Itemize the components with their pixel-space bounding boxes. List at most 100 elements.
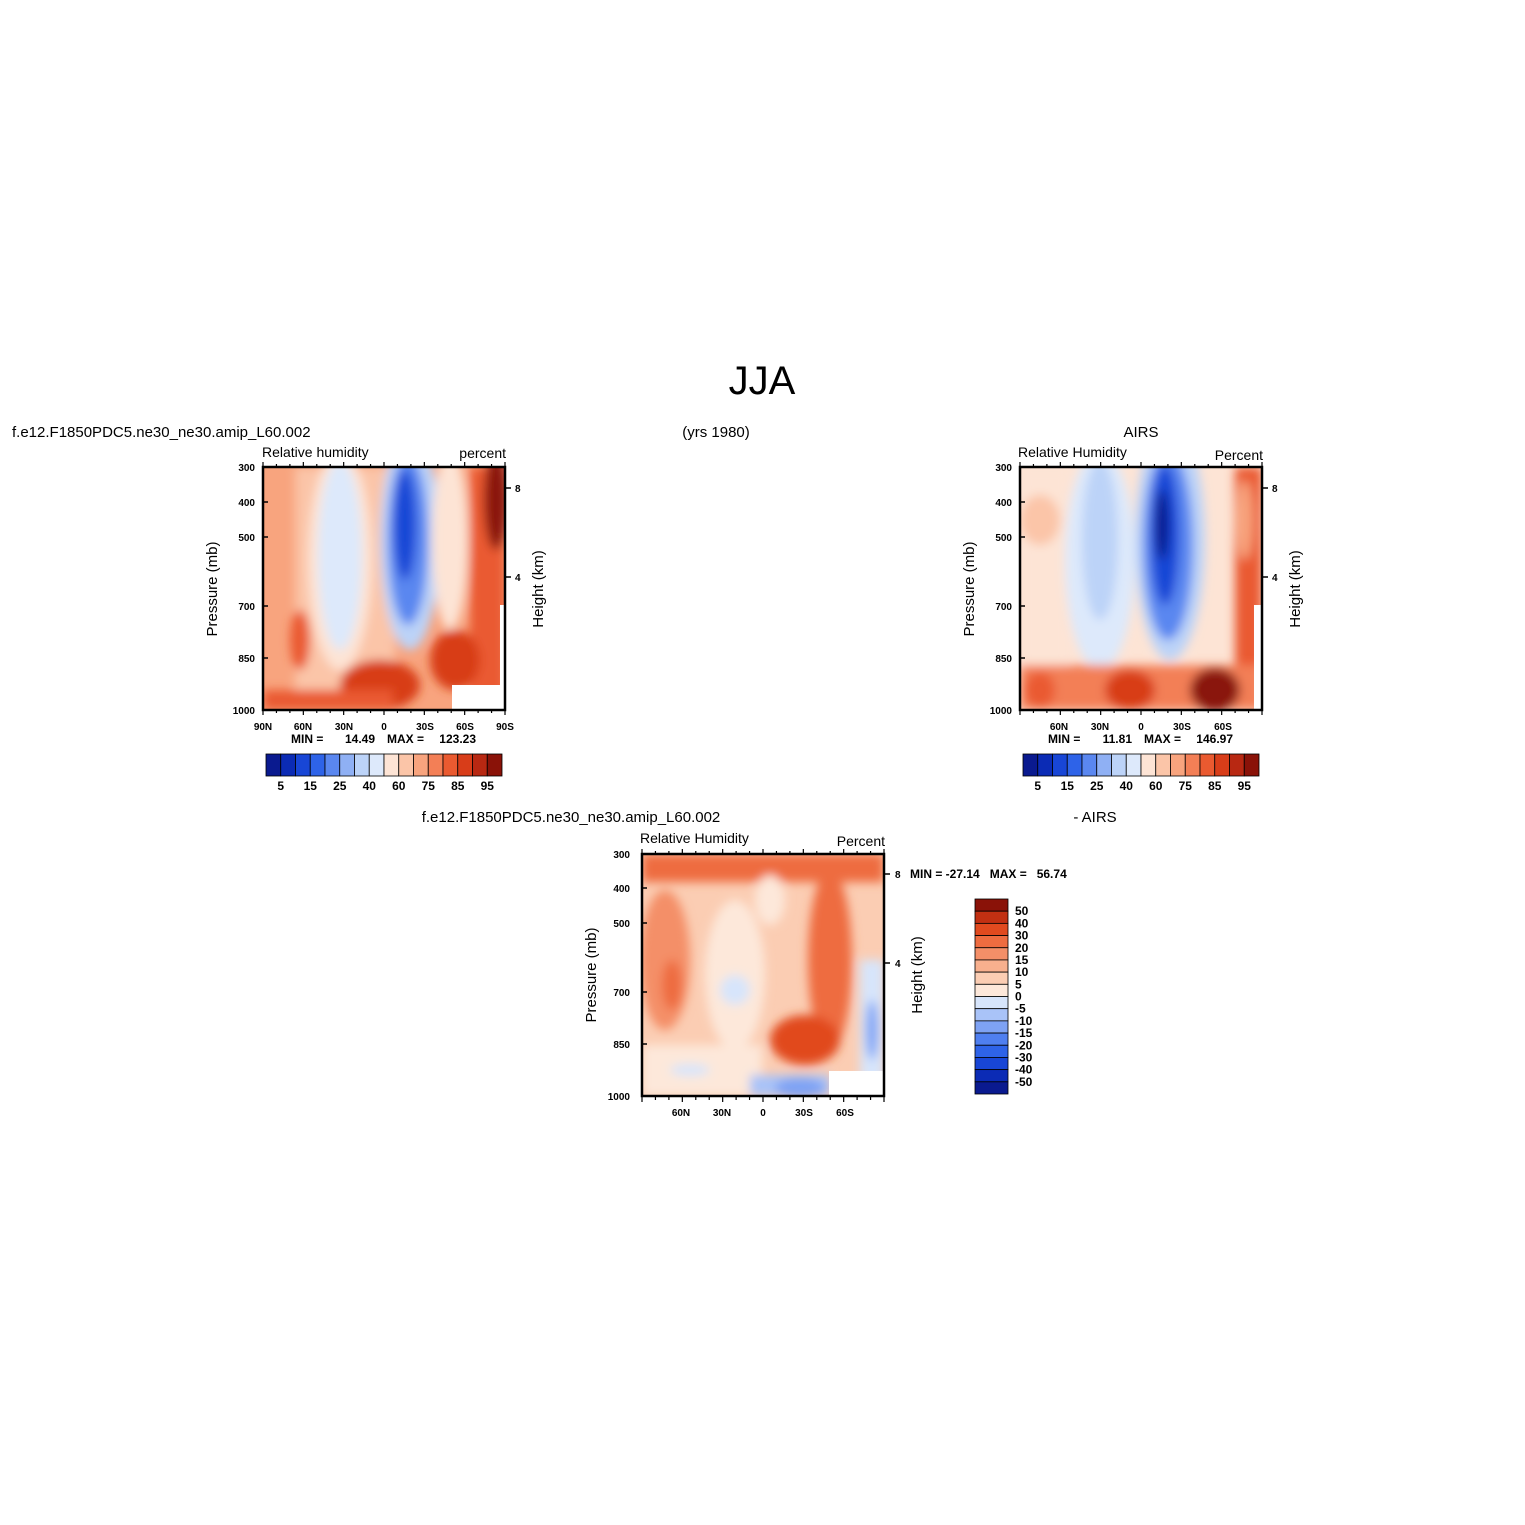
colorbar-swatch xyxy=(1155,753,1171,777)
panel-b-xtick: 0 xyxy=(1138,722,1144,733)
panel-a-ytick: 1000 xyxy=(233,706,256,717)
colorbar-swatch xyxy=(354,753,370,777)
panel-b-xtick: 30S xyxy=(1173,722,1191,733)
colorbar-label: 75 xyxy=(1179,779,1193,793)
panel-a-ytick: 300 xyxy=(238,463,255,474)
colorbar-swatch xyxy=(383,753,400,777)
panel-b-xtick: 60S xyxy=(1214,722,1232,733)
panel-b-title: Relative Humidity xyxy=(1018,444,1127,460)
colorbar-swatch xyxy=(1214,753,1230,777)
panel-a-right-tick: 8 xyxy=(515,484,521,495)
colorbar-swatch xyxy=(427,753,444,777)
panel-a-xtick: 60N xyxy=(294,722,312,733)
figure-title: JJA xyxy=(729,359,796,403)
colorbar-label: 5 xyxy=(277,779,284,793)
colorbar-label: -15 xyxy=(1015,1026,1033,1040)
colorbar-label: 60 xyxy=(392,779,406,793)
panel-a-right-tick: 4 xyxy=(515,573,521,584)
colorbar-label: 40 xyxy=(1015,916,1029,930)
panel-c-xtick: 30N xyxy=(713,1108,731,1119)
panel-b-ylabel-right: Height (km) xyxy=(1287,550,1304,628)
colorbar-swatch xyxy=(974,1008,1009,1022)
panel-b-ylabel: Pressure (mb) xyxy=(961,541,978,636)
years-label: (yrs 1980) xyxy=(682,424,750,441)
colorbar-swatch xyxy=(486,753,503,777)
colorbar-swatch xyxy=(1052,753,1068,777)
colorbar-swatch xyxy=(1022,753,1039,777)
colorbar-swatch xyxy=(1229,753,1245,777)
panel-c-stats: MIN = -27.14 MAX = 56.74 xyxy=(910,867,1067,881)
panel-c-ytick: 700 xyxy=(613,988,630,999)
panel-c-xtick: 0 xyxy=(760,1108,766,1119)
colorbar-swatch xyxy=(442,753,459,777)
panel-b-right-tick: 4 xyxy=(1272,573,1278,584)
colorbar-label: 5 xyxy=(1034,779,1041,793)
colorbar-swatch xyxy=(974,1069,1009,1083)
panel-a-ytick: 400 xyxy=(238,498,255,509)
colorbar-label: -30 xyxy=(1015,1050,1033,1064)
colorbar-swatch xyxy=(974,1032,1009,1046)
colorbar-swatch xyxy=(1199,753,1216,777)
panel-c-xtick: 30S xyxy=(795,1108,813,1119)
panel-b-case-label: AIRS xyxy=(1123,424,1158,441)
panel-c-ytick: 850 xyxy=(613,1040,630,1051)
panel-a-max-label: MAX = xyxy=(387,732,424,746)
panel-c-axes: 300 400 500 700 850 1000 8 4 60N 30N 0 3… xyxy=(608,850,901,1119)
panel-b-max-value: 146.97 xyxy=(1196,732,1233,746)
panel-a-title: Relative humidity xyxy=(262,444,369,460)
colorbar-swatch xyxy=(1184,753,1201,777)
colorbar-swatch xyxy=(974,1057,1009,1071)
panel-b-max-label: MAX = xyxy=(1144,732,1181,746)
colorbar-swatch xyxy=(974,1044,1009,1058)
colorbar-swatch xyxy=(974,983,1009,997)
colorbar-swatch xyxy=(472,753,488,777)
colorbar-label: 75 xyxy=(422,779,436,793)
panel-b-ytick: 400 xyxy=(995,498,1012,509)
colorbar-label: 95 xyxy=(481,779,495,793)
colorbar-swatch xyxy=(974,996,1009,1010)
colorbar-label: 25 xyxy=(333,779,347,793)
panel-b-xtick: 60N xyxy=(1050,722,1068,733)
panel-a-ylabel: Pressure (mb) xyxy=(204,541,221,636)
panel-b-units: Percent xyxy=(1215,447,1263,463)
colorbar-label: 40 xyxy=(1120,779,1134,793)
panel-b-min-value: 11.81 xyxy=(1103,732,1133,746)
colorbar-swatch xyxy=(974,910,1009,924)
colorbar-swatch xyxy=(1140,753,1157,777)
panel-b-axes: 300 400 500 700 850 1000 8 4 60N 30N 0 3… xyxy=(990,463,1278,733)
panel-b-ytick: 500 xyxy=(995,533,1012,544)
panel-model-rh: f.e12.F1850PDC5.ne30_ne30.amip_L60.002 R… xyxy=(12,424,547,793)
colorbar-label: 15 xyxy=(1015,953,1029,967)
panel-a-ytick: 500 xyxy=(238,533,255,544)
colorbar-swatch xyxy=(974,959,1009,973)
colorbar-swatch xyxy=(339,753,355,777)
colorbar-label: -50 xyxy=(1015,1075,1033,1089)
panel-c-case-label: f.e12.F1850PDC5.ne30_ne30.amip_L60.002 xyxy=(422,809,721,826)
colorbar-label: 15 xyxy=(1061,779,1075,793)
colorbar-label: 95 xyxy=(1238,779,1252,793)
panel-b-min-label: MIN = xyxy=(1048,732,1080,746)
panel-c-ytick: 1000 xyxy=(608,1092,631,1103)
panel-b-ytick: 1000 xyxy=(990,706,1013,717)
colorbar-label: 0 xyxy=(1015,990,1022,1004)
colorbar-swatch xyxy=(974,935,1009,949)
panel-c-heatmap xyxy=(642,854,884,1096)
colorbar-swatch xyxy=(1096,753,1112,777)
colorbar-swatch xyxy=(413,753,429,777)
panel-difference: f.e12.F1850PDC5.ne30_ne30.amip_L60.002 -… xyxy=(422,809,1117,1119)
colorbar-swatch xyxy=(457,753,473,777)
colorbar-swatch xyxy=(1170,753,1186,777)
panel-b-ytick: 700 xyxy=(995,602,1012,613)
panel-b-ytick: 850 xyxy=(995,654,1012,665)
colorbar-swatch xyxy=(295,753,311,777)
colorbar-swatch xyxy=(1111,753,1127,777)
panel-c-title: Relative Humidity xyxy=(640,830,749,846)
panel-a-xtick: 0 xyxy=(381,722,387,733)
colorbar-swatch xyxy=(280,753,296,777)
panel-c-case-right: - AIRS xyxy=(1073,809,1116,826)
panel-a-xtick: 90N xyxy=(254,722,272,733)
panel-airs-rh: AIRS Relative Humidity Percent xyxy=(961,424,1304,793)
panel-a-axes: 300 400 500 700 850 1000 8 4 90N 60N 30N… xyxy=(233,463,521,733)
